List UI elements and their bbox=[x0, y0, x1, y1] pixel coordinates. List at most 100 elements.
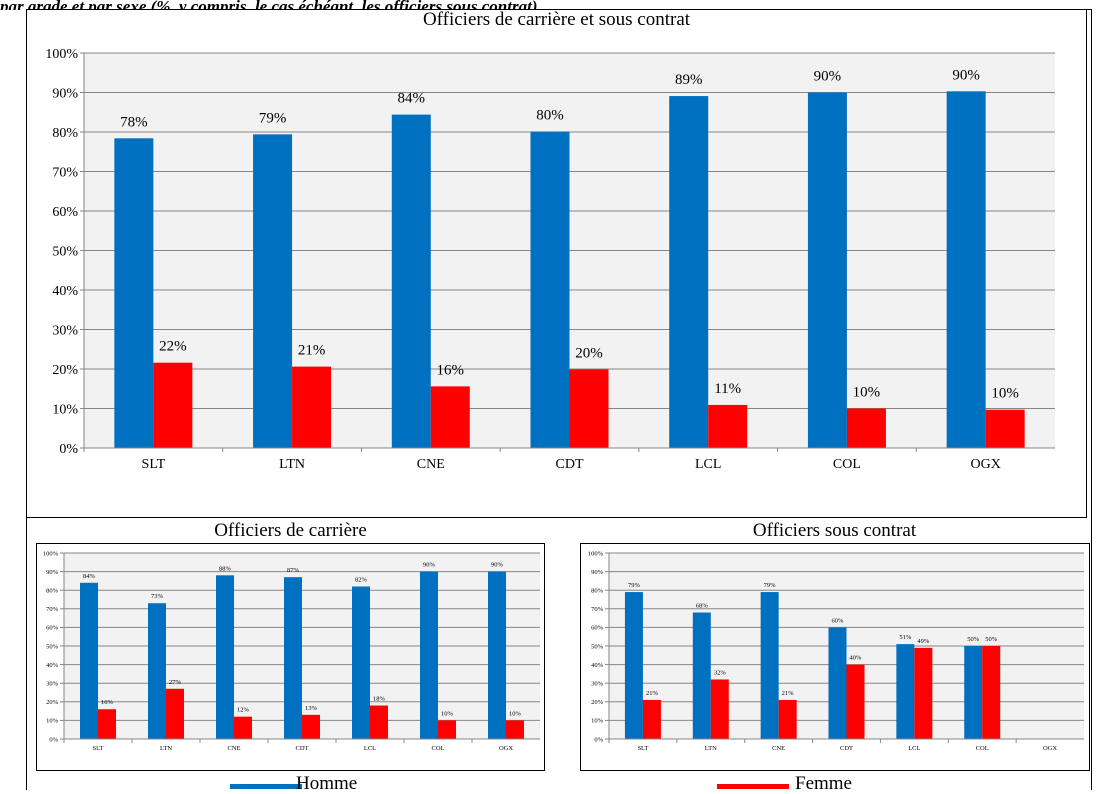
contract-bar-homme bbox=[828, 627, 847, 739]
main-ytick-label: 60% bbox=[52, 205, 78, 220]
main-bar-homme bbox=[946, 91, 986, 448]
main-data-label: 20% bbox=[575, 345, 603, 361]
career-data-label: 90% bbox=[491, 562, 504, 569]
career-bar-homme bbox=[216, 575, 234, 739]
contract-data-label: 68% bbox=[696, 603, 709, 610]
main-bar-femme bbox=[153, 362, 193, 448]
contract-category-label: LTN bbox=[705, 745, 717, 752]
contract-ytick-label: 100% bbox=[588, 550, 604, 557]
main-bar-homme bbox=[391, 114, 431, 449]
contract-data-label: 50% bbox=[985, 636, 998, 643]
main-bar-homme bbox=[669, 96, 709, 449]
contract-ytick-label: 0% bbox=[594, 736, 603, 743]
career-bar-homme bbox=[284, 577, 302, 739]
career-ytick-label: 30% bbox=[46, 680, 59, 687]
career-category-label: OGX bbox=[499, 745, 513, 752]
contract-bar-femme bbox=[710, 679, 729, 739]
contract-data-label: 21% bbox=[782, 690, 795, 697]
main-bar-femme bbox=[430, 386, 470, 448]
main-category-label: LTN bbox=[279, 457, 305, 472]
contract-bar-homme bbox=[760, 592, 779, 739]
career-ytick-label: 40% bbox=[46, 662, 59, 669]
main-ytick-label: 20% bbox=[52, 363, 78, 378]
contract-data-label: 51% bbox=[899, 634, 912, 641]
contract-data-label: 49% bbox=[917, 638, 930, 645]
main-chart-title: Officiers de carrière et sous contrat bbox=[422, 9, 691, 30]
main-ytick-label: 100% bbox=[45, 47, 78, 62]
main-ytick-label: 80% bbox=[52, 126, 78, 141]
career-bar-homme bbox=[420, 571, 438, 739]
career-ytick-label: 10% bbox=[46, 718, 59, 725]
main-data-label: 11% bbox=[714, 381, 741, 397]
main-category-label: CDT bbox=[556, 457, 584, 472]
main-data-label: 22% bbox=[159, 339, 187, 355]
contract-data-label: 32% bbox=[714, 669, 727, 676]
career-bar-femme bbox=[438, 720, 456, 739]
main-data-label: 10% bbox=[853, 385, 881, 401]
career-category-label: CDT bbox=[296, 745, 309, 752]
contract-ytick-label: 50% bbox=[591, 643, 604, 650]
main-bar-femme bbox=[569, 369, 609, 448]
main-bar-homme bbox=[807, 92, 847, 448]
career-ytick-label: 80% bbox=[46, 587, 59, 594]
main-bar-femme bbox=[846, 408, 886, 448]
career-bar-homme bbox=[80, 582, 98, 739]
career-ytick-label: 60% bbox=[46, 625, 59, 632]
career-data-label: 18% bbox=[373, 696, 386, 703]
main-bar-homme bbox=[114, 138, 154, 448]
contract-bar-femme bbox=[914, 647, 933, 739]
main-ytick-label: 90% bbox=[52, 86, 78, 101]
career-data-label: 84% bbox=[83, 573, 96, 580]
career-category-label: CNE bbox=[228, 745, 241, 752]
career-ytick-label: 50% bbox=[46, 643, 59, 650]
contract-ytick-label: 10% bbox=[591, 718, 604, 725]
career-bar-femme bbox=[506, 720, 524, 739]
main-data-label: 78% bbox=[120, 114, 148, 130]
career-data-label: 82% bbox=[355, 576, 368, 583]
contract-bar-homme bbox=[692, 612, 711, 739]
contract-ytick-label: 30% bbox=[591, 680, 604, 687]
contract-ytick-label: 90% bbox=[591, 569, 604, 576]
contract-data-label: 60% bbox=[832, 617, 845, 624]
contract-bar-homme bbox=[624, 592, 643, 739]
contract-bar-homme bbox=[896, 644, 915, 739]
contract-chart-frame: 0% 10% 20% 30% 40% 50% 60% 70% 80% 90% 100% SLT 79% 2… bbox=[580, 543, 1090, 771]
career-bar-homme bbox=[352, 586, 370, 739]
main-data-label: 16% bbox=[437, 362, 465, 378]
career-bar-femme bbox=[302, 714, 320, 739]
career-bar-femme bbox=[234, 716, 252, 739]
main-category-label: OGX bbox=[970, 457, 1000, 472]
career-chart-frame: 0% 10% 20% 30% 40% 50% 60% 70% 80% 90% 100% SLT 84% 1… bbox=[36, 543, 545, 771]
career-chart: 0% 10% 20% 30% 40% 50% 60% 70% 80% 90% 100% SLT 84% 1… bbox=[43, 550, 540, 752]
contract-bar-femme bbox=[778, 699, 797, 739]
career-ytick-label: 0% bbox=[49, 736, 58, 743]
career-ytick-label: 90% bbox=[46, 569, 59, 576]
contract-bar-femme bbox=[642, 699, 661, 739]
main-data-label: 90% bbox=[952, 67, 980, 83]
career-data-label: 87% bbox=[287, 567, 300, 574]
career-ytick-label: 20% bbox=[46, 699, 59, 706]
career-bar-homme bbox=[488, 571, 506, 739]
page-heading-text: par grade et par sexe (%, y compris, le … bbox=[0, 0, 538, 10]
contract-data-label: 40% bbox=[850, 655, 863, 662]
main-ytick-label: 0% bbox=[59, 442, 78, 457]
main-ytick-label: 50% bbox=[52, 244, 78, 259]
contract-bar-femme bbox=[846, 664, 865, 739]
main-category-label: LCL bbox=[695, 457, 721, 472]
career-bar-femme bbox=[98, 709, 116, 739]
main-bar-femme bbox=[985, 409, 1025, 448]
contract-ytick-label: 20% bbox=[591, 699, 604, 706]
contract-category-label: CNE bbox=[772, 745, 785, 752]
career-ytick-label: 70% bbox=[46, 606, 59, 613]
career-data-label: 12% bbox=[237, 707, 250, 714]
career-bar-femme bbox=[370, 705, 388, 739]
career-data-label: 88% bbox=[219, 565, 232, 572]
main-data-label: 21% bbox=[298, 343, 326, 359]
legend-label-homme: Homme bbox=[296, 773, 358, 794]
main-bar-femme bbox=[708, 404, 748, 448]
main-chart: 0% 10% 20% 30% 40% 50% 60% 70% 80% 90% 100% SLT 78% 2… bbox=[45, 47, 1055, 472]
legend-swatch-femme bbox=[717, 784, 789, 789]
career-data-label: 90% bbox=[423, 562, 436, 569]
contract-category-label: OGX bbox=[1043, 745, 1057, 752]
contract-data-label: 79% bbox=[628, 582, 641, 589]
